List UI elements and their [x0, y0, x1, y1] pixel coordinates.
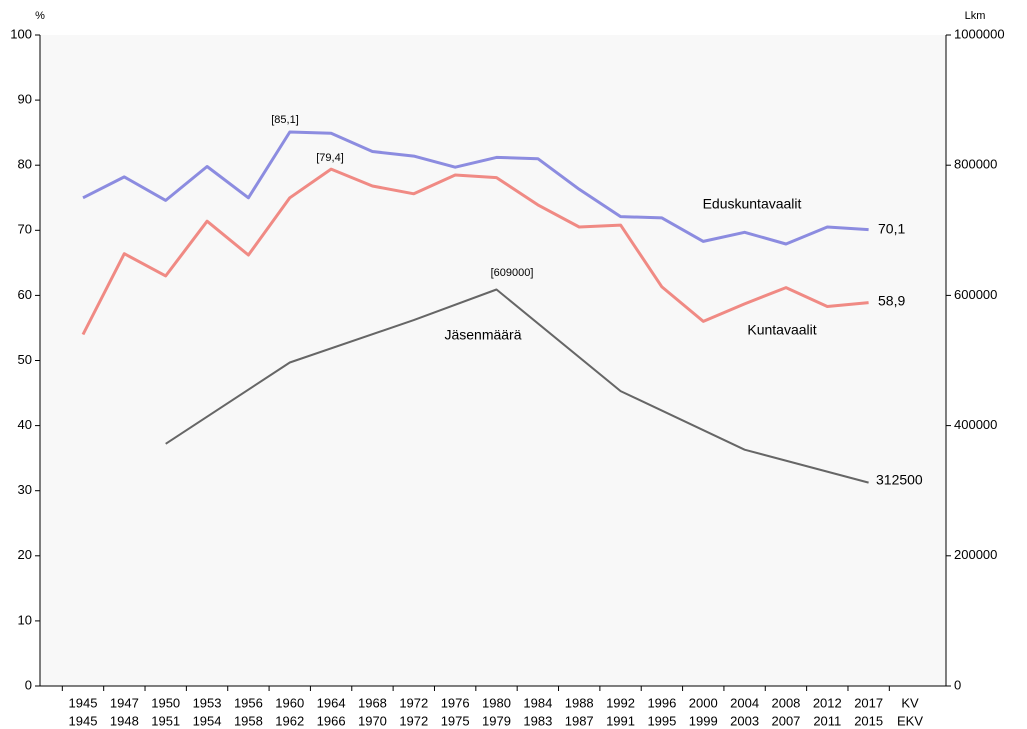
x-tick-label: 1979: [482, 713, 511, 728]
x-tick-label: 2004: [730, 695, 759, 710]
x-tick-label: 2008: [771, 695, 800, 710]
y2-tick-label: 0: [954, 677, 961, 692]
y-tick-label: 20: [18, 547, 32, 562]
y-tick-label: 30: [18, 482, 32, 497]
x-tick-label: 1983: [523, 713, 552, 728]
x-tick-label: 1972: [399, 713, 428, 728]
x-tick-label: 1972: [399, 695, 428, 710]
x-tick-label: 2011: [813, 713, 841, 728]
x-tick-label: 1988: [565, 695, 594, 710]
x-tick-label: 2003: [730, 713, 759, 728]
x-tick-label: 1950: [151, 695, 180, 710]
x-tick-label: 1980: [482, 695, 511, 710]
y-axis-label: %: [35, 10, 45, 22]
x-tick-label: 1948: [110, 713, 139, 728]
annotation: 312500: [876, 472, 923, 488]
data-line: [82, 130, 869, 246]
x-tick-label: KV: [901, 695, 919, 710]
x-tick-label: 2007: [771, 713, 800, 728]
y2-tick-label: 600000: [954, 287, 997, 302]
x-tick-label: 1964: [317, 695, 346, 710]
x-tick-label: 2015: [854, 713, 883, 728]
x-tick-label: 1975: [441, 713, 470, 728]
x-tick-label: 1968: [358, 695, 387, 710]
y-tick-label: 40: [18, 417, 32, 432]
y-tick-label: 100: [10, 26, 32, 41]
y-tick-label: 90: [18, 92, 32, 107]
legend-label: Jäsenmäärä: [444, 327, 521, 343]
x-tick-label: 1953: [193, 695, 222, 710]
x-tick-label: 1947: [110, 695, 139, 710]
x-tick-label: 2000: [689, 695, 718, 710]
data-line: [81, 167, 869, 336]
plot-area: [40, 35, 946, 686]
x-tick-label: 2017: [854, 695, 883, 710]
data-line: [165, 288, 869, 484]
x-tick-label: 1945: [69, 695, 98, 710]
x-tick-label: 1976: [441, 695, 470, 710]
x-tick-label: 1954: [193, 713, 222, 728]
y2-tick-label: 800000: [954, 157, 997, 172]
x-tick-label: 1966: [317, 713, 346, 728]
annotation: [79,4]: [316, 152, 344, 164]
y-tick-label: 10: [18, 612, 32, 627]
x-tick-label: 1958: [234, 713, 263, 728]
annotation: [85,1]: [271, 114, 299, 126]
x-tick-label: 1970: [358, 713, 387, 728]
y2-axis-label: Lkm: [965, 10, 986, 22]
x-tick-label: 2012: [813, 695, 842, 710]
x-tick-label: 1960: [275, 695, 304, 710]
y-tick-label: 70: [18, 222, 32, 237]
x-tick-label: 1951: [151, 713, 180, 728]
x-tick-label: 1956: [234, 695, 263, 710]
y-tick-label: 80: [18, 157, 32, 172]
x-tick-label: 1987: [565, 713, 594, 728]
x-tick-label: 1995: [647, 713, 676, 728]
x-tick-label: 1962: [275, 713, 304, 728]
x-tick-label: 1999: [689, 713, 718, 728]
legend-label: Kuntavaalit: [747, 322, 816, 338]
x-tick-label: 1984: [523, 695, 552, 710]
y2-tick-label: 1000000: [954, 26, 1005, 41]
y2-tick-label: 400000: [954, 417, 997, 432]
y-tick-label: 50: [18, 352, 32, 367]
y-tick-label: 0: [25, 677, 32, 692]
annotation: 58,9: [878, 293, 905, 309]
x-tick-label: EKV: [897, 713, 923, 728]
x-tick-label: 1992: [606, 695, 635, 710]
legend-label: Eduskuntavaalit: [703, 196, 802, 212]
y2-tick-label: 200000: [954, 547, 997, 562]
annotation: 70,1: [878, 221, 905, 237]
x-tick-label: 1996: [647, 695, 676, 710]
x-tick-label: 1945: [69, 713, 98, 728]
y-tick-label: 60: [18, 287, 32, 302]
annotation: [609000]: [491, 267, 534, 279]
x-tick-label: 1991: [606, 713, 635, 728]
